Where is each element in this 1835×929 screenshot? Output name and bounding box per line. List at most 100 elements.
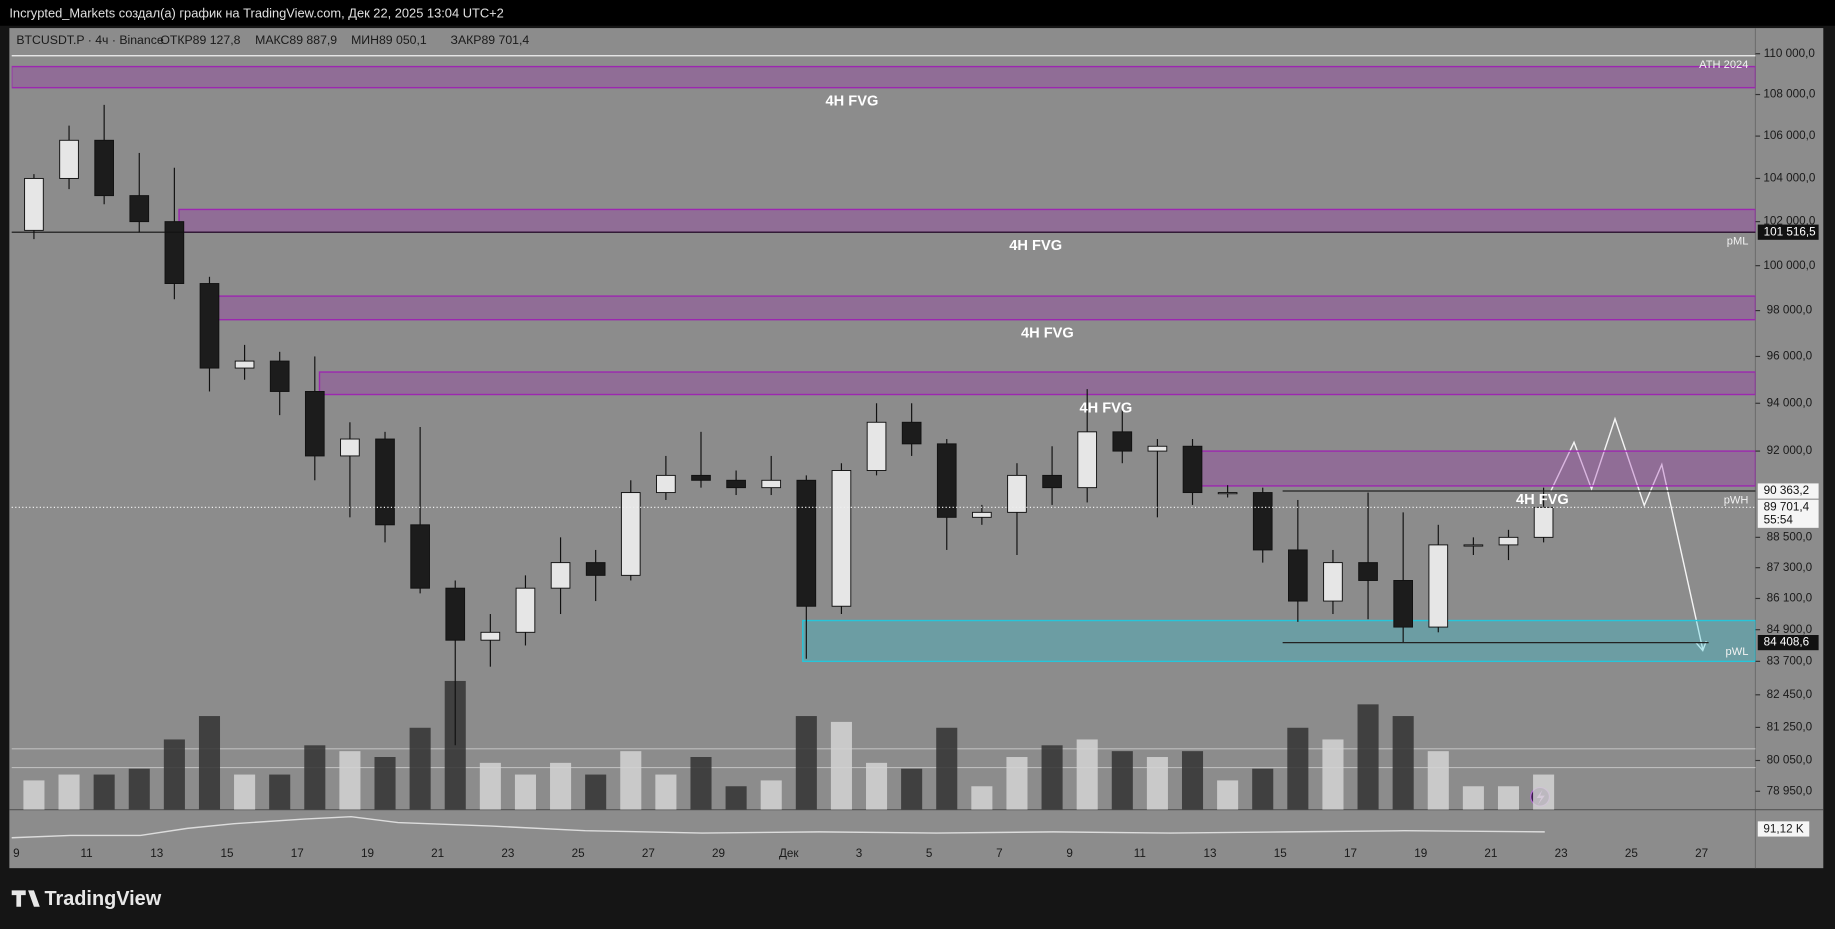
volume-bar [128,768,150,810]
projection-arrow [1695,640,1707,652]
volume-bar [1252,768,1274,810]
volume-bar [1041,745,1063,810]
candle-body [304,391,325,457]
level-name: pWH [1724,494,1749,506]
x-tick-label: 5 [926,847,933,860]
fvg-zone [802,619,1756,663]
candle-body [1463,544,1484,547]
volume-bar [725,786,747,810]
candle-body [796,479,817,607]
candle-body [901,421,922,445]
y-tick-label: 100 000,0 [1763,259,1816,272]
price-box [1757,499,1819,528]
volume-bar [1076,739,1098,810]
x-tick-label: 9 [1066,847,1073,860]
x-tick-label: 17 [291,847,304,860]
volume-bar [1357,704,1379,810]
volume-bar [409,727,431,810]
candle-body [1288,549,1308,602]
level-name: ATH 2024 [1699,59,1748,71]
y-tick-label: 78 950,0 [1767,784,1813,797]
candle-body [1217,492,1238,495]
x-tick-label: 13 [1204,847,1217,860]
candle-body [445,587,466,641]
candle-body [1182,445,1203,494]
candle-body [1007,474,1027,513]
x-tick-label: 19 [361,847,374,860]
volume-bar [1462,786,1484,810]
x-tick-label: 19 [1414,847,1427,860]
y-tick-label: 106 000,0 [1763,129,1816,142]
volume-bar [1322,739,1344,810]
candle-body [1358,562,1378,581]
level-name: pML [1727,235,1749,247]
volume-bar [269,774,291,810]
x-tick-label: 15 [221,847,235,860]
ohlc-open: ОТКР89 127,8 [160,33,240,47]
y-tick-label: 87 300,0 [1767,561,1813,574]
y-tick-label: 83 700,0 [1767,654,1813,667]
candle-body [375,438,395,526]
candle-body [656,474,676,494]
volume-bar [444,680,466,810]
candle-body [1428,544,1449,628]
x-tick-label: 7 [996,847,1003,860]
y-tick-label: 92 000,0 [1767,444,1813,457]
candle-body [831,470,852,607]
candle-body [480,631,501,641]
brand: TradingView [11,888,162,910]
candle-body [234,360,255,369]
ohlc-close: ЗАКР89 701,4 [451,33,530,47]
volume-bar [1287,727,1309,810]
x-tick-label: 25 [572,847,586,860]
x-tick-label: 9 [13,847,20,860]
indicator-label: 91,12 K [1763,823,1803,836]
candle-body [94,139,114,197]
volume-bar [23,780,45,810]
volume-bar [620,751,642,810]
countdown: 55:54 [1764,513,1794,526]
x-tick-label: 23 [1555,847,1568,860]
volume-bar [58,774,80,810]
price-box-label: 84 408,6 [1764,636,1810,649]
ohlc-high: МАКС89 887,9 [255,33,337,47]
y-tick-label: 80 050,0 [1767,754,1813,767]
candle-body [1533,506,1554,538]
x-tick-label: 11 [1134,847,1146,860]
volume-bar [936,727,958,810]
y-tick-label: 96 000,0 [1767,350,1813,363]
x-tick-label: 27 [1695,847,1708,860]
volume-bar [198,716,221,810]
brand-name: TradingView [44,888,161,910]
y-tick-label: 88 500,0 [1767,530,1813,543]
fvg-zone [178,208,1756,233]
candle-body [1112,431,1133,452]
volume-bar [1533,774,1555,810]
projection-path [1549,416,1704,650]
volume-bar [374,757,396,810]
symbol: BTCUSDT.P · 4ч · Binance [16,33,163,47]
zone-label: 4H FVG [826,94,879,110]
y-tick-label: 86 100,0 [1767,592,1813,605]
candle-body [1498,536,1519,546]
y-tick-label: 84 900,0 [1767,623,1813,636]
candle-body [1252,492,1273,551]
candle-body [1323,562,1343,602]
x-tick-label: Дек [779,847,799,860]
fvg-zone [1188,450,1756,487]
candle-body [164,221,185,284]
x-tick-label: 13 [150,847,163,860]
x-tick-label: 17 [1344,847,1357,860]
price-box-label: 90 363,2 [1764,484,1810,497]
volume-bar [655,774,677,810]
candle-body [59,139,79,179]
volume-bar [795,716,817,810]
fvg-zone [11,65,1756,89]
candle-body [761,479,782,489]
candle-body [515,587,536,633]
volume-bar [514,774,536,810]
volume-bar [1006,757,1028,810]
candle-body [24,177,44,231]
volume-bar [690,757,712,810]
